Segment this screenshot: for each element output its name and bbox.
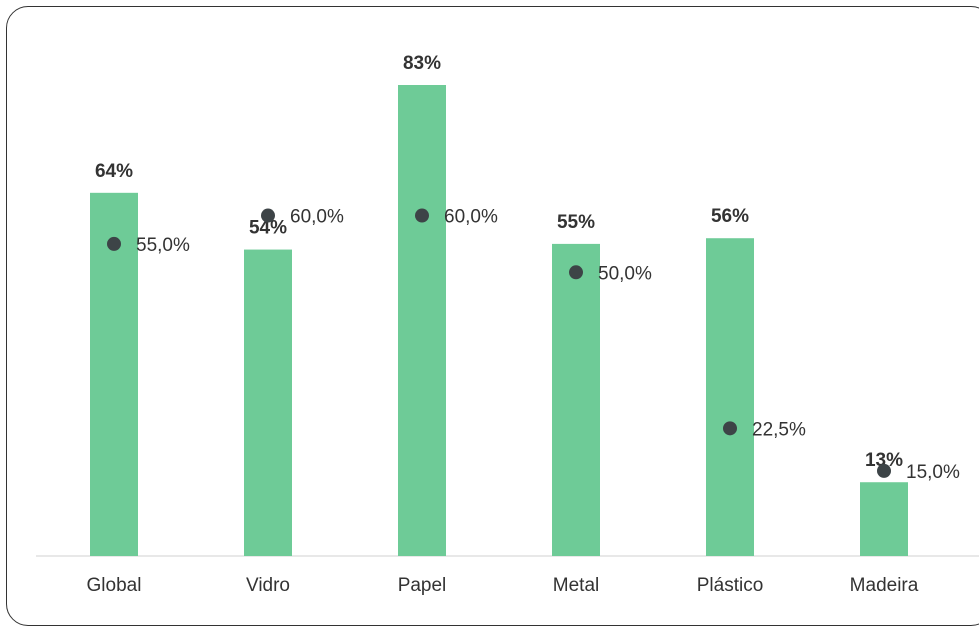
point-label-2: 60,0%	[444, 207, 498, 228]
bar-label-1: 54%	[249, 218, 287, 239]
bar-1	[244, 249, 292, 556]
point-5	[877, 463, 891, 478]
bar-0	[90, 192, 138, 556]
point-label-0: 55,0%	[136, 235, 190, 256]
category-label-1: Vidro	[246, 575, 290, 596]
point-label-1: 60,0%	[290, 207, 344, 228]
category-labels-group: Global Vidro Papel Metal Plástico Madeira	[87, 575, 919, 596]
bar-label-5: 13%	[865, 450, 903, 471]
points-group	[107, 208, 891, 478]
category-label-3: Metal	[553, 575, 599, 596]
point-4	[723, 421, 737, 436]
bar-4	[706, 238, 754, 557]
point-label-3: 50,0%	[598, 263, 652, 284]
point-2	[415, 208, 429, 223]
category-label-2: Papel	[398, 575, 447, 596]
bar-labels-group: 64% 54% 83% 55% 56% 13%	[95, 53, 903, 471]
bars-group	[90, 85, 908, 557]
bar-label-0: 64%	[95, 161, 133, 182]
bar-label-4: 56%	[711, 206, 749, 227]
point-1	[261, 208, 275, 223]
category-label-4: Plástico	[697, 575, 764, 596]
point-labels-group: 55,0% 60,0% 60,0% 50,0% 22,5% 15,0%	[136, 207, 960, 483]
bar-5	[860, 482, 908, 556]
point-label-4: 22,5%	[752, 419, 806, 440]
category-label-5: Madeira	[850, 575, 919, 596]
point-0	[107, 236, 121, 251]
bar-label-2: 83%	[403, 53, 441, 74]
point-label-5: 15,0%	[906, 462, 960, 483]
chart-frame	[6, 6, 979, 626]
point-3	[569, 265, 583, 280]
chart: 64% 54% 83% 55% 56% 13% 55,0% 60,0% 60,0% 50,0% 2…	[36, 53, 979, 596]
category-label-0: Global	[87, 575, 142, 596]
bar-2	[398, 85, 446, 556]
bar-label-3: 55%	[557, 212, 595, 233]
bar-3	[552, 243, 600, 556]
